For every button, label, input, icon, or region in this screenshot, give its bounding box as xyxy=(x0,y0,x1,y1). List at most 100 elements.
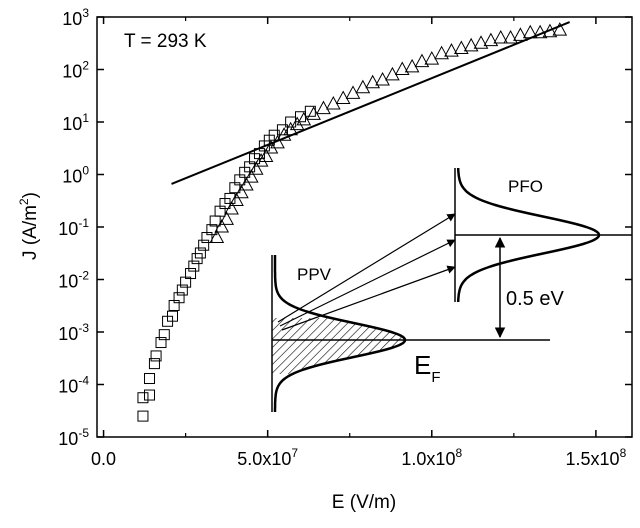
triangle-point xyxy=(289,116,305,131)
y-tick-label-base: 10 xyxy=(62,167,82,187)
square-point xyxy=(191,253,203,265)
triangle-point xyxy=(209,229,225,244)
fit-line xyxy=(171,21,571,185)
y-tick-label-sup: -5 xyxy=(78,426,89,440)
triangle-point xyxy=(434,45,449,60)
y-tick-label: 101 xyxy=(62,111,89,134)
y-tick-label-sup: -1 xyxy=(78,216,89,230)
triangle-point xyxy=(365,74,381,89)
hop-arrow xyxy=(277,213,456,323)
square-point xyxy=(144,389,156,401)
triangle-point xyxy=(503,29,518,44)
occupied-states xyxy=(272,318,405,374)
x-axis-label: E (V/m) xyxy=(332,492,396,513)
pfo-label: PFO xyxy=(508,177,543,196)
energy-diagram: PPV PFO 0.5 eV EF xyxy=(271,168,632,412)
triangle-point xyxy=(513,27,528,41)
square-point xyxy=(155,337,167,349)
square-point xyxy=(188,260,200,272)
ppv-dos xyxy=(273,255,407,412)
square-point xyxy=(176,284,188,296)
triangle-point xyxy=(296,111,312,126)
y-axis-label-sup: 2 xyxy=(17,198,31,205)
y-tick-label-base: 10 xyxy=(58,377,78,397)
ppv-label: PPV xyxy=(297,265,332,284)
triangle-point xyxy=(552,22,568,36)
triangle-point xyxy=(483,32,499,47)
triangle-point xyxy=(493,29,509,44)
fermi-label-sub: F xyxy=(431,369,440,386)
y-tick-label-base: 10 xyxy=(62,62,82,82)
hop-arrow xyxy=(281,265,456,331)
y-tick-label: 10-1 xyxy=(58,216,89,239)
triangle-point xyxy=(276,127,292,141)
triangle-point xyxy=(234,184,249,199)
triangle-point xyxy=(316,100,331,115)
square-point xyxy=(173,292,185,304)
square-point xyxy=(185,268,197,280)
y-tick-label: 102 xyxy=(62,59,89,82)
y-tick-label: 10-5 xyxy=(58,426,89,449)
y-tick-label-base: 10 xyxy=(62,114,82,134)
gap-label: 0.5 eV xyxy=(506,288,564,310)
y-tick-label: 10-2 xyxy=(58,269,89,292)
x-tick-label-sup: 7 xyxy=(291,446,298,460)
triangle-point xyxy=(473,35,489,49)
y-tick-label-sup: 3 xyxy=(82,6,89,20)
y-tick-label-sup: -3 xyxy=(78,321,89,335)
y-tick-label: 10-4 xyxy=(58,374,89,397)
triangle-point xyxy=(375,71,390,86)
triangle-point xyxy=(219,211,234,225)
y-tick-label: 100 xyxy=(62,164,89,187)
triangle-point xyxy=(243,169,259,183)
y-tick-label-base: 10 xyxy=(58,324,78,344)
fermi-label-e: E xyxy=(414,350,431,380)
x-tick-label: 1.5x108 xyxy=(566,446,627,469)
triangle-point xyxy=(248,161,264,175)
square-point xyxy=(137,392,149,404)
x-tick-label: 1.0x108 xyxy=(401,446,462,469)
triangle-point xyxy=(325,95,341,110)
triangle-point xyxy=(424,51,440,65)
y-tick-label-sup: 1 xyxy=(82,111,89,125)
y-tick-label-base: 10 xyxy=(58,272,78,292)
plot-frame xyxy=(96,16,633,438)
y-tick-label-base: 10 xyxy=(62,9,82,29)
triangle-point xyxy=(385,66,400,81)
y-tick-label-base: 10 xyxy=(58,429,78,449)
square-point xyxy=(158,329,170,341)
triangle-point xyxy=(355,79,371,94)
y-tick-label-sup: 2 xyxy=(82,59,89,73)
x-tick-label: 0.0 xyxy=(91,449,116,469)
triangle-point xyxy=(214,218,230,233)
y-axis-label-end: ) xyxy=(20,192,41,198)
triangle-point xyxy=(335,90,351,105)
fermi-label: EF xyxy=(414,350,441,386)
triangle-point xyxy=(463,37,479,52)
temperature-label: T = 293 K xyxy=(124,31,207,52)
hop-arrow xyxy=(279,239,456,327)
triangle-point xyxy=(258,148,274,163)
square-point xyxy=(166,310,178,322)
triangle-point xyxy=(394,61,410,75)
triangle-point xyxy=(253,153,269,167)
triangle-point xyxy=(453,40,469,55)
x-tick-label-sup: 8 xyxy=(620,446,627,460)
x-tick-label-base: 5.0x10 xyxy=(237,449,291,469)
square-point xyxy=(148,358,160,370)
square-point xyxy=(194,247,206,259)
triangle-point xyxy=(263,139,279,154)
y-tick-label: 10-3 xyxy=(58,321,89,344)
square-point xyxy=(224,192,236,204)
y-tick-label: 103 xyxy=(62,6,89,29)
triangle-point xyxy=(404,58,420,73)
y-tick-label-sup: -4 xyxy=(78,374,89,388)
triangle-point xyxy=(229,192,244,206)
triangle-point xyxy=(239,176,254,191)
square-point xyxy=(276,124,288,136)
x-tick-label: 5.0x107 xyxy=(237,446,298,469)
y-axis-label: J (A/m2) xyxy=(17,192,41,260)
y-tick-label-sup: 0 xyxy=(82,164,89,178)
square-point xyxy=(150,350,162,362)
